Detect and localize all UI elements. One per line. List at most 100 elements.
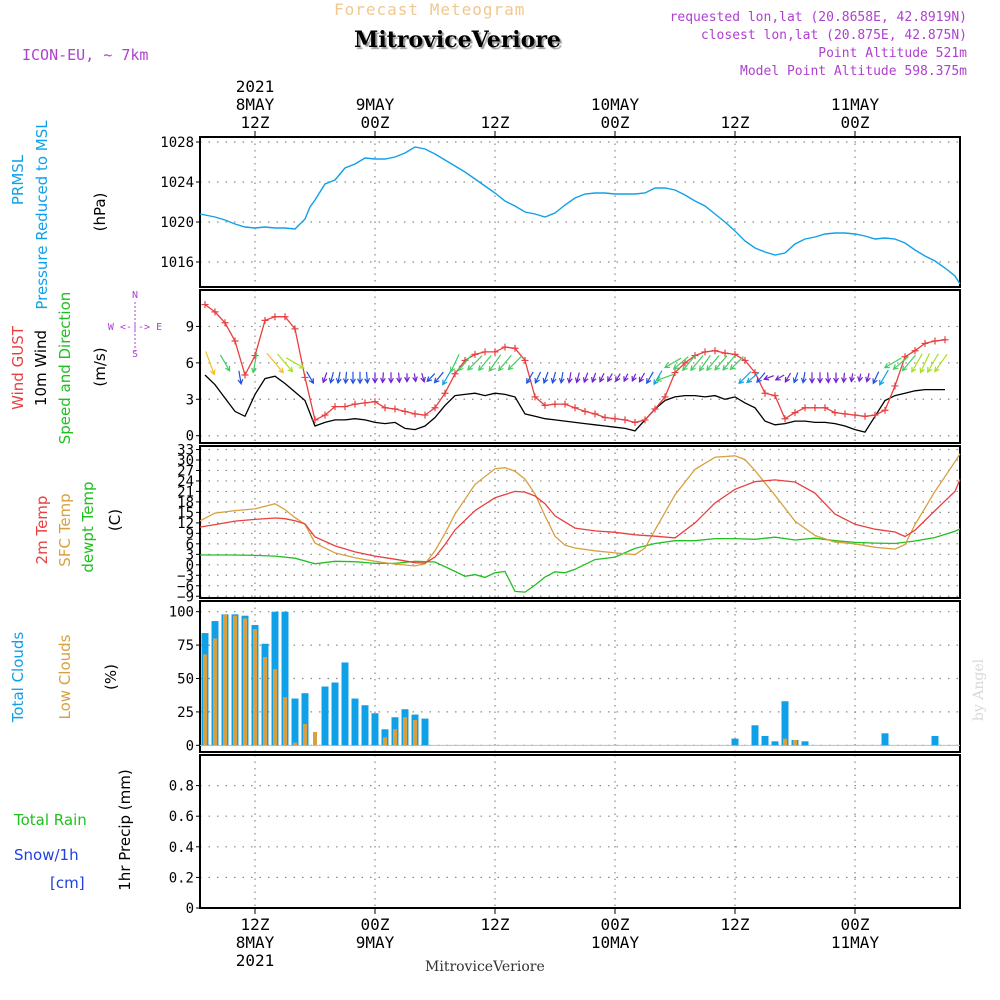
wind-direction-arrow	[672, 356, 689, 370]
t2m-label: 2m Temp	[33, 496, 51, 565]
wind-direction-arrow	[774, 374, 785, 381]
total-cloud-bar	[881, 733, 889, 746]
wind-direction-arrow	[467, 355, 483, 371]
gust-marker	[871, 411, 879, 419]
time-label-top: 8MAY	[236, 95, 275, 114]
low-cloud-bar	[403, 717, 407, 746]
pressure-unit: (hPa)	[91, 193, 109, 232]
low-cloud-bar	[383, 737, 387, 746]
y-tick-label: 18	[177, 495, 194, 511]
point-altitude: Point Altitude 521m	[818, 46, 967, 61]
chart-title: MitroviceVeriore	[354, 27, 561, 53]
gust-marker	[601, 414, 609, 421]
time-label-bottom: 00Z	[601, 915, 630, 934]
wind-direction-arrow	[251, 353, 258, 374]
time-label-bottom: 00Z	[361, 915, 390, 934]
gust-marker	[451, 370, 459, 378]
wind-direction-arrow	[638, 372, 646, 383]
y-tick-label: 0	[186, 558, 194, 574]
wind-direction-arrow	[497, 354, 512, 372]
gust-marker	[881, 406, 889, 414]
model-label: ICON-EU, ~ 7km	[22, 46, 149, 64]
model-altitude: Model Point Altitude 598.375m	[740, 64, 967, 79]
gust-marker	[911, 347, 919, 355]
wind-direction-arrow	[809, 372, 815, 384]
time-label-bottom: 12Z	[241, 915, 270, 934]
panel-frame-clouds	[199, 600, 961, 753]
low-cloud-bar	[303, 723, 307, 746]
y-tick-label: 50	[177, 672, 194, 688]
y-tick-label: 6	[186, 356, 194, 372]
wind-direction-arrow	[433, 371, 444, 384]
gust-marker	[891, 382, 899, 390]
wind-direction-arrow	[746, 371, 760, 384]
total-cloud-bar	[801, 741, 809, 746]
low-cloud-bar	[313, 731, 317, 746]
time-label-top: 9MAY	[356, 95, 395, 114]
gust-marker	[541, 401, 549, 409]
credit-watermark: by Angel	[971, 658, 988, 722]
y-tick-label: 1024	[160, 175, 194, 191]
low-cloud-bar	[213, 638, 217, 746]
gust-marker	[821, 404, 829, 412]
y-tick-label: 24	[177, 474, 194, 490]
y-tick-label: −9	[177, 589, 194, 605]
gust-marker	[771, 392, 779, 400]
wind-direction-arrow	[927, 353, 939, 374]
wind-direction-arrow	[404, 373, 410, 383]
wind-direction-arrow	[426, 373, 436, 383]
gust-marker	[471, 350, 479, 358]
gust-marker	[941, 336, 949, 344]
wind-direction-arrow	[872, 371, 880, 385]
wind-direction-arrow	[599, 372, 605, 383]
wind-direction-arrow	[266, 352, 285, 374]
time-label-bottom: 2021	[236, 951, 275, 970]
gust-marker	[271, 313, 279, 321]
y-tick-label: 27	[177, 463, 194, 479]
gust-marker	[251, 352, 259, 360]
compass-s: S	[132, 349, 138, 360]
low-cloud-bar	[793, 739, 797, 746]
wind-direction-arrow	[396, 372, 402, 384]
y-tick-label: 9	[186, 526, 194, 542]
time-label-top: 12Z	[241, 113, 270, 132]
gust-marker	[731, 350, 739, 358]
pressure-msl-label: Pressure Reduced to MSL	[33, 120, 51, 310]
wind-direction-arrow	[420, 372, 426, 384]
chart-subtitle: Forecast Meteogram	[334, 0, 526, 19]
gust-marker	[831, 409, 839, 417]
gust-marker	[741, 356, 749, 364]
wind-direction-arrow	[833, 372, 839, 384]
total-cloud-bar	[361, 705, 369, 746]
wind-direction-arrow	[488, 354, 502, 373]
low-cloud-bar	[253, 629, 257, 746]
gust-marker	[841, 410, 849, 418]
wind-direction-arrow	[698, 354, 711, 372]
gust-marker	[491, 348, 499, 356]
wind-direction-arrow	[328, 371, 335, 384]
gust-marker	[481, 348, 489, 356]
wind-direction-arrow	[849, 373, 855, 383]
dewpoint-line	[200, 528, 961, 593]
wind-direction-arrow	[357, 371, 363, 385]
gust-label: Wind GUST	[9, 325, 27, 410]
gust-marker	[531, 393, 539, 401]
gust-marker	[751, 369, 759, 377]
wind-direction-arrow	[615, 373, 621, 383]
wind-direction-arrow	[865, 373, 871, 383]
gust-marker	[621, 416, 629, 424]
gust-marker	[571, 404, 579, 412]
low-cloud-bar	[223, 614, 227, 746]
wind-direction-arrow	[825, 372, 832, 384]
y-tick-label: −6	[177, 579, 194, 595]
wind-direction-arrow	[457, 354, 472, 372]
total-clouds-label: Total Clouds	[9, 632, 27, 724]
time-label-bottom: 10MAY	[591, 933, 640, 952]
y-tick-label: 21	[177, 484, 194, 500]
wind-direction-arrow	[412, 373, 418, 383]
y-tick-label: 0	[186, 901, 194, 917]
gust-marker	[611, 415, 619, 423]
wind-direction-arrow	[526, 371, 534, 385]
wind-direction-arrow	[655, 373, 674, 382]
